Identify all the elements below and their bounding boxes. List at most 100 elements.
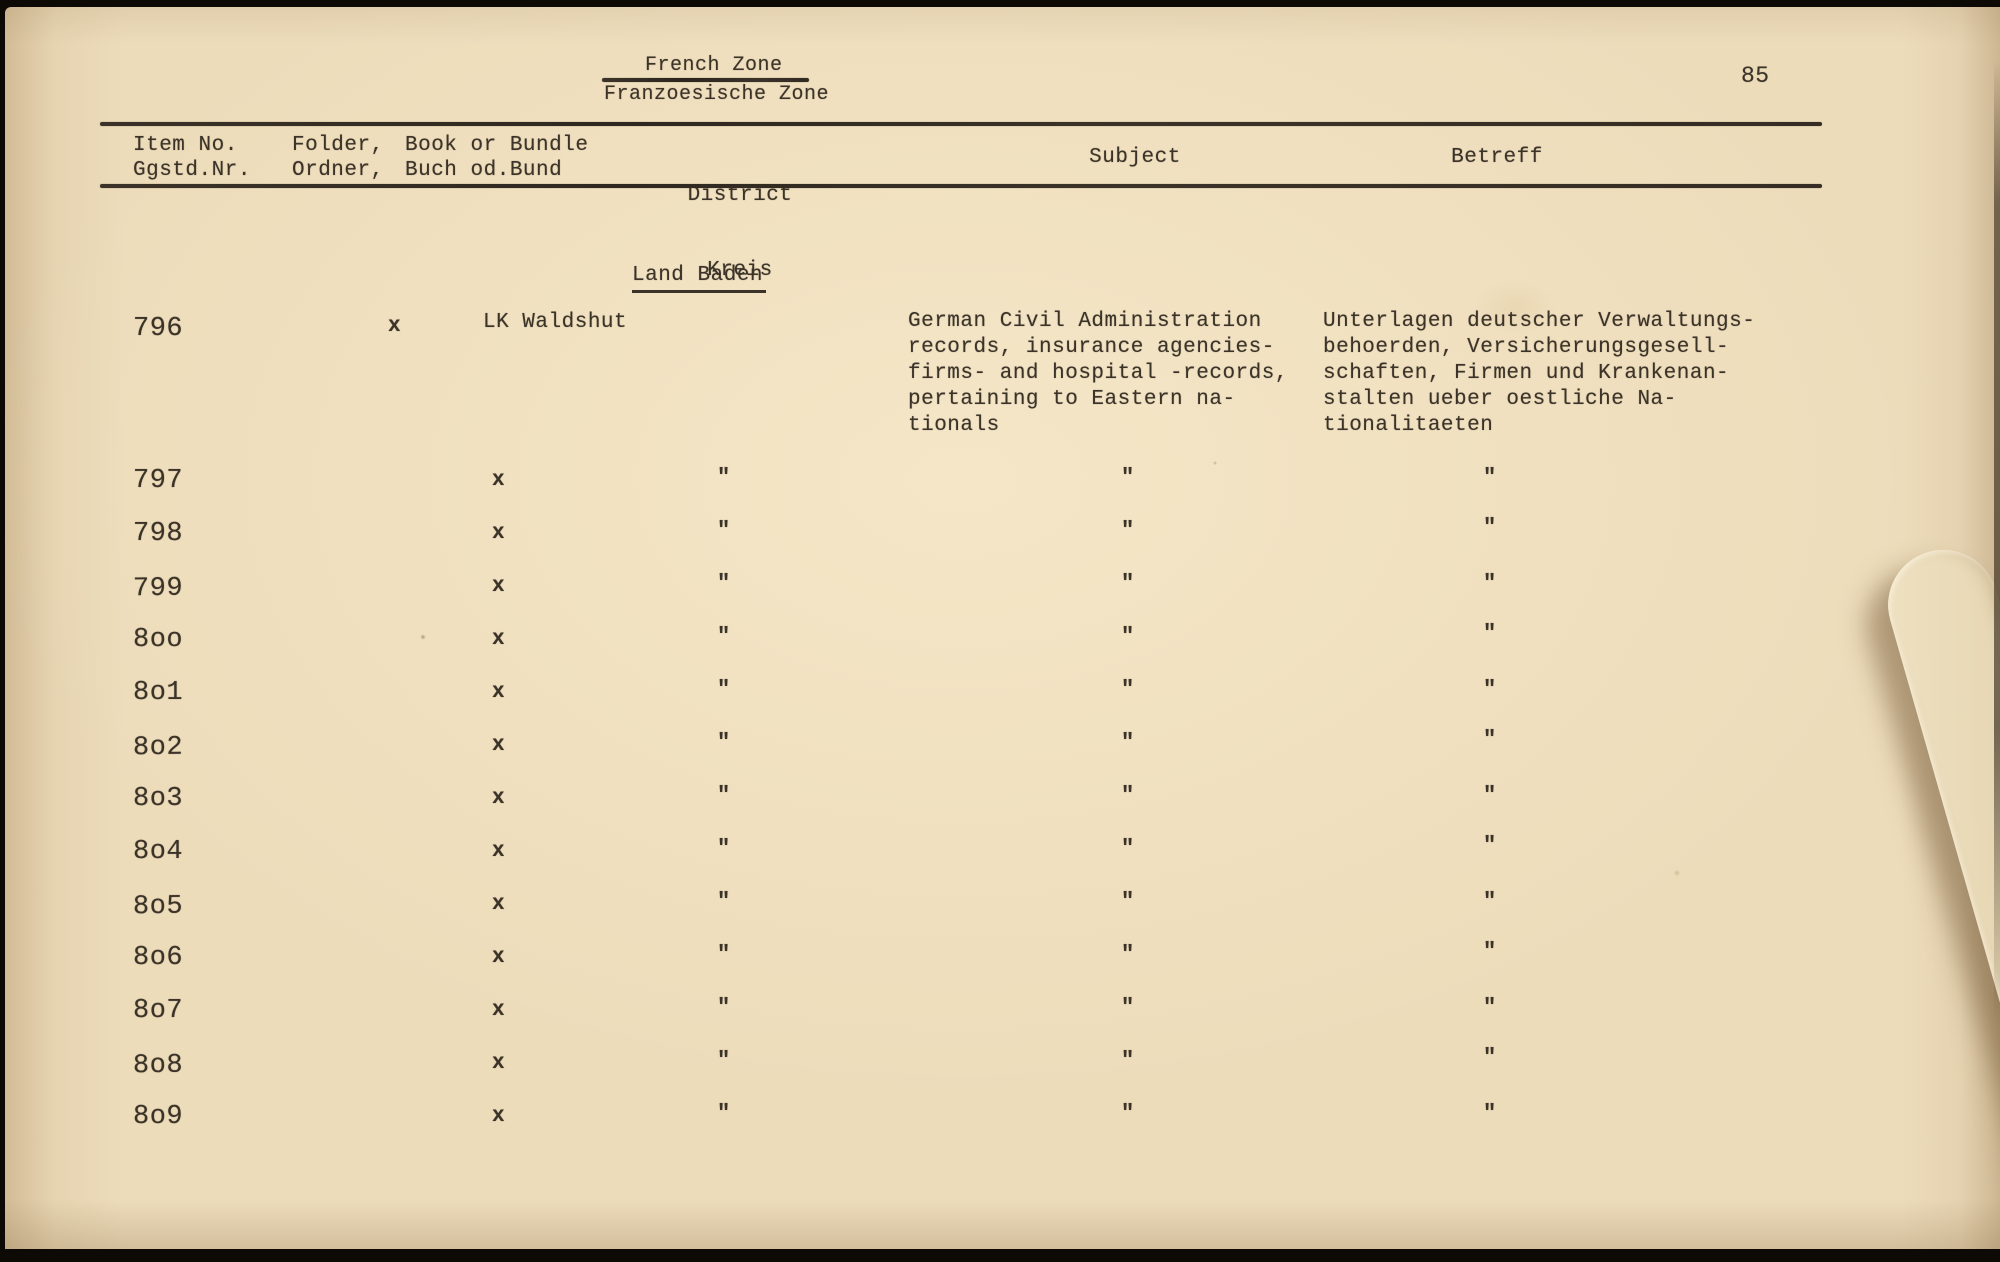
subject-ditto-mark: " bbox=[1121, 1101, 1135, 1126]
column-header-district-en: District bbox=[687, 184, 793, 207]
betreff-ditto-mark: " bbox=[1483, 1101, 1497, 1126]
item-number: 8o3 bbox=[133, 784, 184, 814]
betreff-ditto-mark: " bbox=[1483, 939, 1497, 964]
district-ditto-mark: " bbox=[717, 677, 731, 702]
subject-line: tionals bbox=[908, 414, 1000, 437]
ditto-rows: 797 x " " " 798 x " " " 799 x " " " 8oo x " " " 8o1 x " " " 8o2 x "… bbox=[5, 465, 2000, 1154]
bundle-x-mark: x bbox=[492, 1052, 506, 1075]
column-header-book-bundle-de: Buch od.Bund bbox=[405, 159, 563, 182]
table-row: 8o6 x " " " bbox=[5, 939, 2000, 995]
betreff-ditto-mark: " bbox=[1483, 727, 1497, 752]
betreff-ditto-mark: " bbox=[1483, 621, 1497, 646]
table-row: 8o2 x " " " bbox=[5, 727, 2000, 783]
column-header-district: District Kreis bbox=[650, 133, 830, 333]
item-number: 797 bbox=[133, 466, 184, 496]
column-header-district-de: Kreis bbox=[707, 259, 773, 282]
subject-ditto-mark: " bbox=[1121, 889, 1135, 914]
bundle-x-mark: x bbox=[492, 734, 506, 757]
district-ditto-mark: " bbox=[717, 1101, 731, 1126]
item-number: 798 bbox=[133, 519, 184, 549]
item-number: 8o2 bbox=[132, 732, 184, 764]
bundle-x-mark: x bbox=[492, 999, 506, 1022]
bundle-x-mark: x bbox=[492, 1105, 506, 1128]
table-row: 8o4 x " " " bbox=[5, 833, 2000, 889]
item-number: 8o7 bbox=[133, 996, 184, 1026]
bundle-x-mark: x bbox=[492, 628, 506, 651]
title-underline bbox=[602, 78, 809, 82]
subject-ditto-mark: " bbox=[1121, 783, 1135, 808]
district-ditto-mark: " bbox=[717, 836, 731, 861]
district-ditto-mark: " bbox=[717, 995, 731, 1020]
table-row: 8oo x " " " bbox=[5, 621, 2000, 677]
betreff-ditto-mark: " bbox=[1483, 995, 1497, 1020]
column-header-folder-en: Folder, bbox=[292, 134, 384, 157]
scan-edge-top bbox=[0, 0, 2000, 7]
bundle-x-mark: x bbox=[492, 681, 506, 704]
bundle-x-mark: x bbox=[492, 575, 506, 598]
page-edge-shadow bbox=[1994, 60, 2000, 1020]
bundle-x-mark: x bbox=[388, 315, 402, 338]
district-ditto-mark: " bbox=[717, 942, 731, 967]
page-title-english: French Zone bbox=[645, 54, 783, 77]
item-number: 8o6 bbox=[133, 943, 184, 973]
column-header-folder-de: Ordner, bbox=[292, 159, 384, 182]
table-row: 8o9 x " " " bbox=[5, 1101, 2000, 1154]
district-ditto-mark: " bbox=[717, 889, 731, 914]
betreff-line: tionalitaeten bbox=[1323, 414, 1494, 437]
item-number: 8o1 bbox=[133, 678, 184, 708]
betreff-line: behoerden, Versicherungsgesell- bbox=[1323, 336, 1730, 359]
subject-ditto-mark: " bbox=[1121, 677, 1135, 702]
district-ditto-mark: " bbox=[717, 571, 731, 596]
subject-ditto-mark: " bbox=[1121, 571, 1135, 596]
subject-ditto-mark: " bbox=[1121, 1048, 1135, 1073]
item-number: 8o5 bbox=[132, 891, 184, 923]
table-top-rule bbox=[100, 122, 1822, 126]
scan-edge-left bbox=[0, 0, 5, 1262]
item-number: 8o9 bbox=[133, 1102, 184, 1132]
betreff-ditto-mark: " bbox=[1483, 833, 1497, 858]
table-row: 799 x " " " bbox=[5, 571, 2000, 624]
betreff-ditto-mark: " bbox=[1483, 571, 1497, 596]
betreff-line: stalten ueber oestliche Na- bbox=[1323, 388, 1677, 411]
table-row: 797 x " " " bbox=[5, 465, 2000, 518]
table-row: 8o1 x " " " bbox=[5, 677, 2000, 730]
district-ditto-mark: " bbox=[717, 783, 731, 808]
subject-line: records, insurance agencies- bbox=[908, 336, 1275, 359]
column-header-subject: Subject bbox=[1089, 146, 1181, 169]
district-ditto-mark: " bbox=[717, 1048, 731, 1073]
betreff-text: Unterlagen deutscher Verwaltungs-behoerd… bbox=[1323, 309, 1755, 439]
table-row: 798 x " " " bbox=[5, 515, 2000, 571]
table-row: 8o3 x " " " bbox=[5, 783, 2000, 836]
bundle-x-mark: x bbox=[492, 787, 506, 810]
bundle-x-mark: x bbox=[492, 840, 506, 863]
subject-ditto-mark: " bbox=[1121, 836, 1135, 861]
subject-line: pertaining to Eastern na- bbox=[908, 388, 1236, 411]
betreff-ditto-mark: " bbox=[1483, 1045, 1497, 1070]
table-row: 8o7 x " " " bbox=[5, 995, 2000, 1048]
betreff-ditto-mark: " bbox=[1483, 889, 1497, 914]
subject-line: firms- and hospital -records, bbox=[908, 362, 1288, 385]
page-number: 85 bbox=[1741, 63, 1770, 89]
item-number: 796 bbox=[133, 314, 184, 344]
bundle-x-mark: x bbox=[492, 893, 506, 916]
subject-ditto-mark: " bbox=[1121, 995, 1135, 1020]
district-ditto-mark: " bbox=[717, 518, 731, 543]
betreff-ditto-mark: " bbox=[1483, 465, 1497, 490]
district-ditto-mark: " bbox=[717, 624, 731, 649]
subject-ditto-mark: " bbox=[1121, 942, 1135, 967]
column-header-item-no-en: Item No. bbox=[133, 134, 238, 157]
column-header-betreff: Betreff bbox=[1451, 146, 1543, 169]
column-header-book-bundle-en: Book or Bundle bbox=[405, 134, 589, 157]
table-row: 8o5 x " " " bbox=[5, 889, 2000, 942]
district-value: LK Waldshut bbox=[483, 311, 628, 334]
subject-ditto-mark: " bbox=[1121, 730, 1135, 755]
scan-edge-bottom bbox=[0, 1249, 2000, 1262]
betreff-line: Unterlagen deutscher Verwaltungs- bbox=[1323, 310, 1756, 333]
betreff-line: schaften, Firmen und Krankenan- bbox=[1323, 362, 1730, 385]
betreff-ditto-mark: " bbox=[1483, 677, 1497, 702]
page-title-german: Franzoesische Zone bbox=[604, 83, 830, 106]
paper: 85 French Zone Franzoesische Zone Item N… bbox=[5, 7, 2000, 1249]
betreff-ditto-mark: " bbox=[1483, 783, 1497, 808]
table-header-rule bbox=[100, 184, 1822, 188]
